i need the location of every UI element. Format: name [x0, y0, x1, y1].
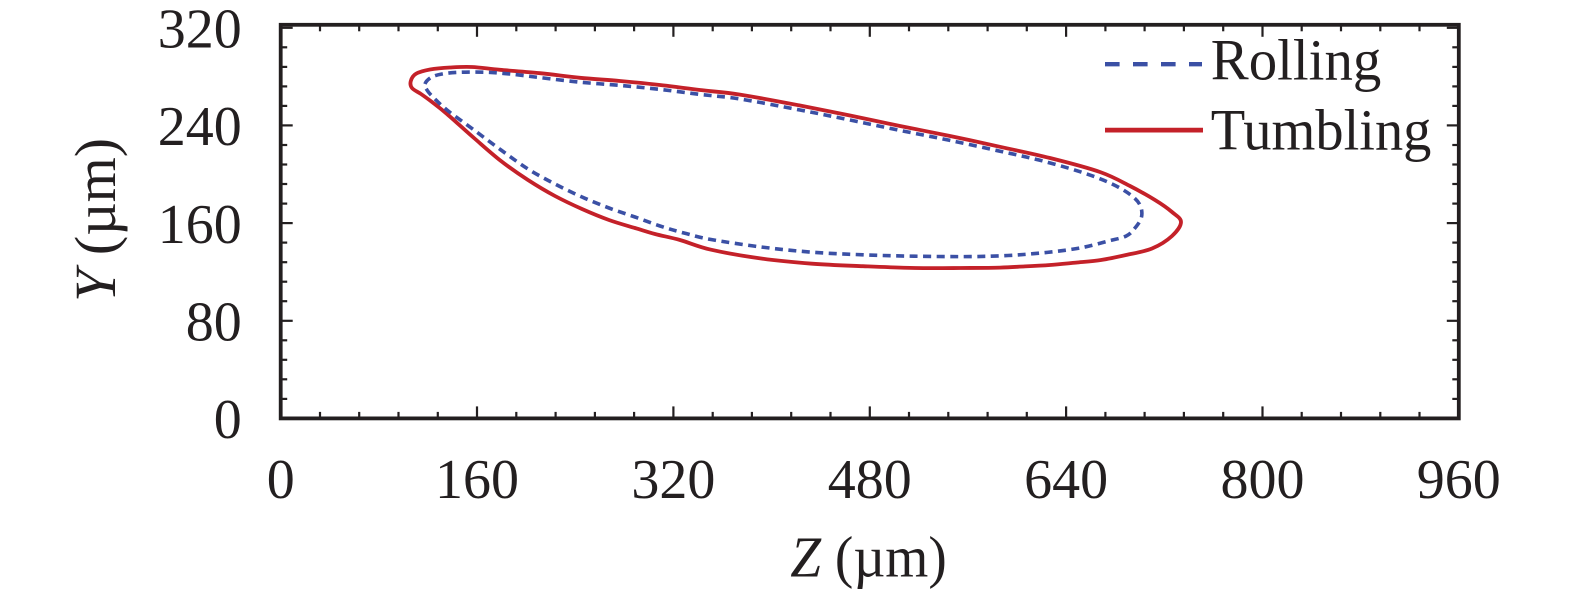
svg-text:480: 480 — [828, 449, 912, 511]
svg-text:Rolling: Rolling — [1211, 29, 1382, 93]
svg-text:320: 320 — [158, 0, 242, 61]
svg-text:640: 640 — [1024, 449, 1108, 511]
svg-text:800: 800 — [1221, 449, 1305, 511]
svg-text:Tumbling: Tumbling — [1211, 99, 1432, 163]
svg-text:160: 160 — [158, 194, 242, 256]
svg-text:960: 960 — [1417, 449, 1501, 511]
svg-text:Z (µm): Z (µm) — [790, 525, 947, 589]
svg-text:Y (µm): Y (µm) — [63, 138, 128, 302]
svg-text:160: 160 — [435, 449, 519, 511]
svg-text:240: 240 — [158, 96, 242, 158]
svg-text:0: 0 — [267, 449, 295, 511]
svg-text:80: 80 — [186, 292, 242, 354]
svg-text:320: 320 — [631, 449, 715, 511]
svg-text:0: 0 — [214, 389, 242, 451]
